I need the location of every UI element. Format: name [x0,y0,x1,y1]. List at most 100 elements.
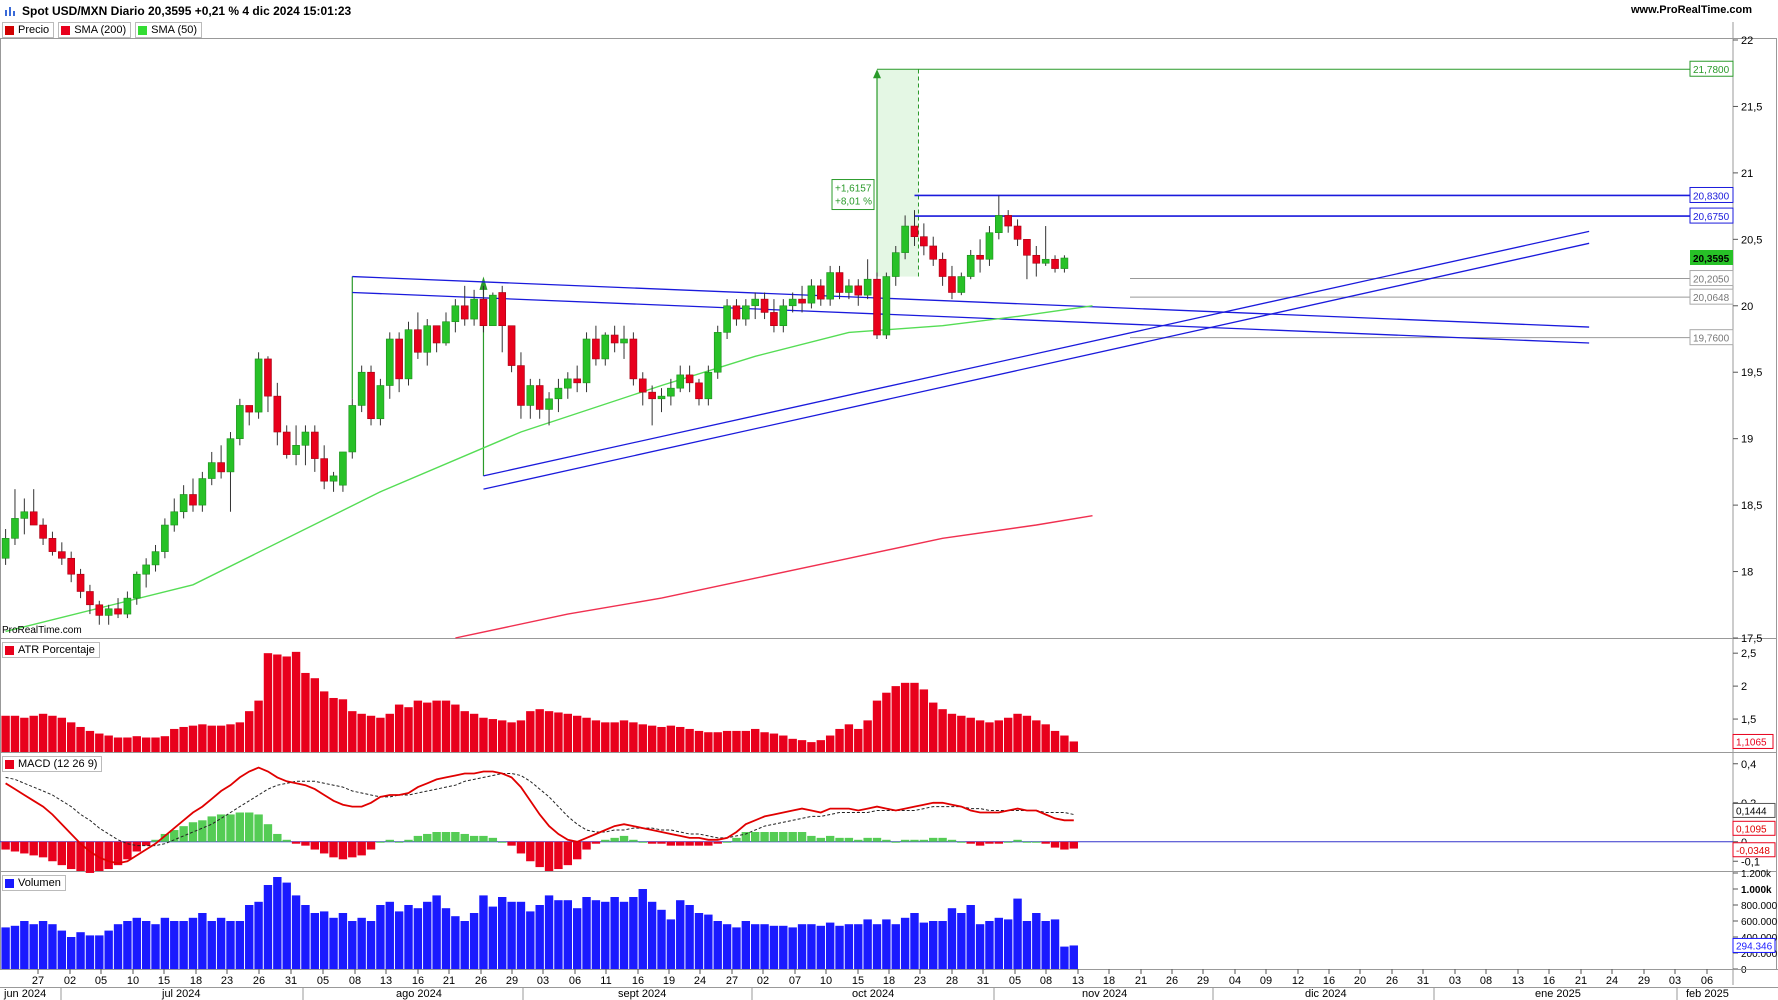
macd-hist-bar [910,839,919,842]
atr-bar [807,742,816,752]
legend-item[interactable]: Precio [2,22,55,38]
candle-body [217,462,225,473]
volume-bar [629,897,638,969]
candle-body [301,431,310,446]
candle-body [873,278,881,336]
candle [526,378,535,419]
macd-hist-bar [226,814,235,842]
measure-change-label: +1,6157 [835,184,872,195]
volume-bar [170,921,179,969]
volume-bar [38,921,48,969]
volume-bar [366,921,376,969]
volume-bar [601,901,610,969]
atr-bar [544,711,554,752]
trend-line [352,275,1590,328]
candle [451,299,460,333]
vol-tick-label: 1.000k [1741,885,1772,896]
candle-body [732,305,741,320]
candle-body [460,305,469,320]
candle-body [526,385,535,406]
candle [282,425,291,459]
candle [1051,255,1059,273]
macd-hist-bar [357,841,366,856]
macd-hist-bar [507,841,516,846]
macd-hist-bar [751,832,760,842]
legend-macd[interactable]: MACD (12 26 9) [2,756,103,772]
candle [142,558,150,588]
legend-item[interactable]: SMA (50) [135,22,203,38]
candle-body [582,338,591,384]
candle [339,451,347,492]
candle-body [657,395,666,400]
volume-bar [432,895,441,969]
candle-body [685,374,694,384]
volume-bar [132,917,141,969]
volume-bar [572,908,582,969]
x-tick-label: 21 [1135,975,1147,987]
candle-body [254,358,263,413]
atr-bar [835,728,844,752]
x-tick-label: 16 [412,975,424,987]
atr-bar [226,724,235,752]
volume-bar [638,889,647,969]
level-tag [1689,270,1734,287]
volume-bar [647,901,657,969]
atr-bar [985,722,994,752]
atr-bar [254,700,263,752]
candle-body [95,604,104,616]
candle [320,445,328,490]
candle-body [760,298,769,313]
candle [798,285,806,313]
macd-hist-bar [788,832,797,842]
macd-hist-bar [1,841,10,850]
atr-bar [779,735,788,752]
atr-bar [966,717,975,752]
atr-bar [451,704,460,752]
volume-bar [235,921,245,969]
atr-bar [994,720,1004,752]
atr-bar [488,719,498,752]
atr-bar [498,720,507,752]
atr-bar [376,717,385,752]
y-tick-label: 21 [1741,168,1753,180]
atr-tick-label: 1,5 [1741,714,1756,726]
macd-signal-line [5,773,1074,847]
volume-bar [582,897,591,969]
legend-atr[interactable]: ATR Porcentaje [2,642,100,658]
prorealtime-logo-icon [5,7,15,16]
volume-bar [10,925,20,969]
macd-hist-bar [601,839,610,842]
volume-bar [741,921,751,969]
macd-hist-bar [423,833,432,842]
atr-bar [179,726,188,752]
volume-bar [863,919,872,969]
candle-body [976,254,984,260]
legend-volume[interactable]: Volumen [2,875,66,891]
macd-hist-bar [460,833,469,842]
atr-bar [113,737,123,752]
candle [1023,239,1031,280]
trend-line [483,230,1590,477]
macd-hist-bar [572,841,582,860]
volume-bar [226,921,235,969]
atr-bar [10,715,20,752]
candle [48,531,57,556]
candle-body [845,285,853,293]
y-tick-label: 20,5 [1741,234,1762,246]
macd-hist-bar [479,835,488,842]
site-link[interactable]: www.ProRealTime.com [1630,4,1752,16]
atr-bar [769,733,779,752]
candle [620,325,628,359]
volume-bar [769,925,779,969]
vol-tick-label: 0 [1741,965,1747,976]
volume-bar [319,911,329,969]
legend-item[interactable]: SMA (200) [58,22,132,38]
macd-hist-bar [1069,841,1078,849]
volume-bar [385,901,394,969]
macd-hist-bar [188,822,198,842]
candle [1004,210,1012,233]
x-tick-label: 21 [443,975,455,987]
candle [760,292,769,320]
atr-bar [900,682,910,752]
